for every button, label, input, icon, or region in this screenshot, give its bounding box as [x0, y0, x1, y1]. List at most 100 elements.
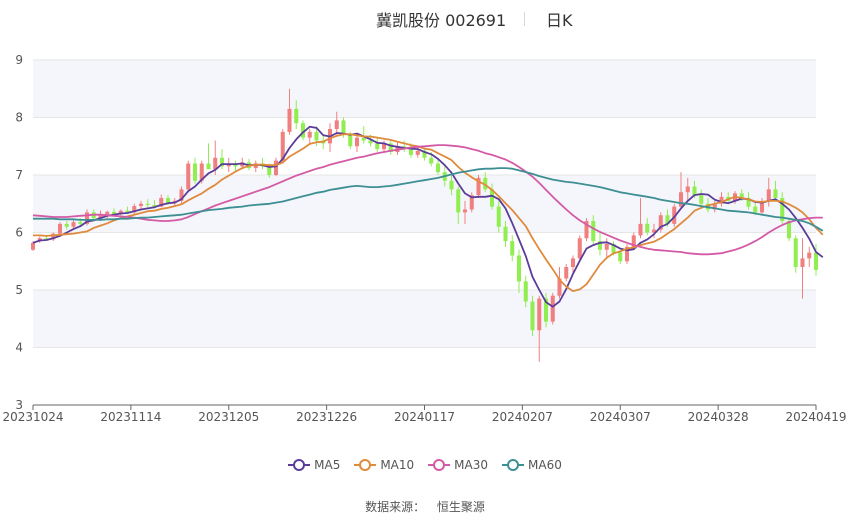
candle-body	[84, 212, 90, 224]
candle-body	[334, 120, 339, 129]
candle-body	[307, 131, 312, 138]
period-label: 日K	[546, 11, 573, 30]
candle-body	[30, 242, 36, 250]
header-separator	[524, 12, 525, 26]
legend-item-ma60[interactable]: MA60	[502, 458, 562, 472]
x-tick-label: 20231024	[2, 410, 63, 424]
candle-body	[543, 298, 549, 322]
candle-body	[132, 206, 137, 213]
candle-body	[253, 163, 258, 169]
y-tick-label: 4	[15, 341, 23, 355]
candlestick-chart: 3 4 5 6 7 8 9 20231024 20231114 20231205 20231226 2…	[2, 53, 846, 424]
candle-body	[449, 180, 454, 190]
candle-body	[111, 211, 117, 215]
candle-body	[793, 238, 798, 267]
candle-body	[597, 241, 603, 250]
candle-body	[361, 137, 366, 141]
candle-body	[489, 189, 495, 207]
candle-body	[462, 209, 468, 213]
ma-line-ma10	[33, 133, 824, 293]
candle-body	[611, 244, 616, 253]
candle-body	[192, 163, 198, 181]
legend-ma30-label: MA30	[454, 458, 489, 472]
candle-body	[692, 186, 697, 196]
candle-body	[57, 223, 63, 234]
candle-body	[381, 143, 387, 150]
candle-body	[213, 157, 218, 170]
candle-body	[699, 195, 704, 204]
candle-body	[712, 203, 717, 210]
candle-body	[186, 163, 191, 190]
candle-body	[314, 131, 319, 141]
x-tick-label: 20240207	[492, 410, 553, 424]
candle-body	[341, 120, 346, 135]
candle-body	[618, 252, 623, 262]
candle-body	[577, 238, 582, 259]
candle-body	[685, 186, 690, 193]
candle-body	[665, 215, 670, 224]
source-label: 数据来源：	[365, 500, 426, 514]
y-tick-label: 6	[15, 226, 23, 240]
ma-line-ma5	[32, 125, 824, 308]
legend-ma5-icon	[288, 459, 311, 471]
candle-body	[138, 203, 144, 207]
candle-body	[267, 166, 272, 175]
y-tick-label: 8	[15, 111, 23, 125]
x-tick-label: 20231114	[100, 410, 161, 424]
candle-body	[152, 204, 157, 207]
candle-body	[415, 150, 420, 155]
candle-body	[408, 149, 414, 155]
candle-body	[516, 255, 522, 282]
legend-item-ma10[interactable]: MA10	[354, 458, 414, 472]
candle-body	[159, 198, 164, 207]
candle-body	[766, 189, 771, 201]
x-tick-label: 20240328	[688, 410, 749, 424]
x-tick-label: 20240419	[785, 410, 846, 424]
candle-body	[510, 241, 515, 256]
candle-body	[300, 123, 306, 138]
candle-body	[375, 143, 380, 150]
x-tick-label: 20231226	[296, 410, 357, 424]
candle-body	[78, 222, 83, 224]
candle-body	[496, 206, 501, 227]
y-tick-label: 3	[15, 398, 23, 412]
candle-body	[631, 235, 636, 247]
candle-body	[753, 206, 758, 213]
candle-body	[658, 215, 663, 230]
candle-body	[51, 233, 56, 240]
candle-body	[746, 198, 751, 207]
candle-body	[537, 298, 542, 331]
candle-body	[780, 198, 785, 221]
candle-body	[483, 177, 488, 190]
y-tick-label: 7	[15, 168, 23, 182]
candle-body	[469, 195, 474, 210]
legend-item-ma30[interactable]: MA30	[428, 458, 488, 472]
grid-band	[33, 175, 816, 233]
chart-header: 冀凯股份 002691 日K	[0, 4, 850, 30]
legend-ma30-icon	[428, 459, 451, 471]
chart-title: 冀凯股份 002691	[376, 11, 507, 30]
candle-body	[294, 108, 299, 124]
candle-body	[719, 196, 724, 204]
grid-band	[33, 290, 816, 348]
legend-ma5-label: MA5	[314, 458, 341, 472]
x-tick-label: 20240307	[590, 410, 651, 424]
legend-item-ma5[interactable]: MA5	[288, 458, 340, 472]
candle-body	[71, 222, 76, 227]
candle-body	[348, 134, 353, 147]
candle-body	[651, 229, 657, 233]
candle-body	[807, 252, 812, 259]
candle-body	[624, 246, 630, 262]
candle-body	[179, 189, 184, 201]
legend-ma10-icon	[354, 459, 377, 471]
candle-body	[105, 211, 110, 216]
candle-body	[672, 206, 677, 224]
candle-body	[354, 137, 360, 147]
candle-body	[388, 143, 393, 152]
candle-body	[523, 281, 528, 302]
source-value: 恒生聚源	[436, 500, 485, 514]
candle-body	[98, 215, 103, 219]
candle-body	[476, 177, 481, 196]
data-source: 数据来源： 恒生聚源	[0, 498, 850, 515]
candle-body	[145, 203, 150, 205]
